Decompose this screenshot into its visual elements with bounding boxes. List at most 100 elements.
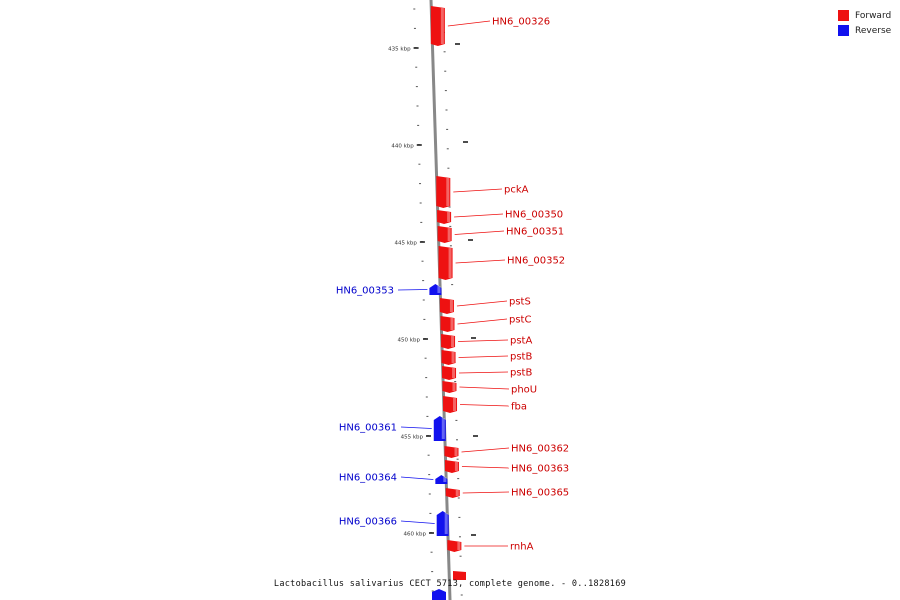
gene-shading <box>454 448 458 456</box>
gene-shape[interactable] <box>437 210 452 224</box>
legend-label-forward: Forward <box>855 10 892 21</box>
gene-shape[interactable] <box>436 511 449 536</box>
gene-shading <box>441 418 445 439</box>
gene-leader-line <box>400 476 434 480</box>
gene-shading <box>452 368 456 378</box>
legend-label-reverse: Reverse <box>855 25 892 36</box>
gene-shading <box>443 477 447 482</box>
gene-label[interactable]: pstS <box>509 297 531 308</box>
legend-item-reverse: Reverse <box>838 23 900 38</box>
gene-shape[interactable] <box>440 316 455 332</box>
ruler-tick-label: 455 kbp <box>401 435 424 441</box>
gene-label[interactable]: fba <box>511 402 527 413</box>
reverse-swatch <box>838 25 849 36</box>
gene-rnha[interactable]: rnhA <box>447 540 534 553</box>
gene-shading <box>452 383 456 391</box>
gene-label[interactable]: HN6_00362 <box>511 444 569 455</box>
gene-label[interactable]: HN6_00352 <box>507 256 565 267</box>
ruler-tick: 440 kbp <box>391 144 422 150</box>
ruler-tick-label: 440 kbp <box>391 144 414 150</box>
gene-shape[interactable] <box>430 6 445 46</box>
gene-shape[interactable] <box>444 460 459 473</box>
gene-label[interactable]: pckA <box>504 185 529 196</box>
gene-leader-line <box>400 520 435 524</box>
gene-shading <box>446 178 450 206</box>
gene-label[interactable]: HN6_00326 <box>492 17 550 28</box>
gene-pcka[interactable]: pckA <box>436 176 529 208</box>
gene-hn6-00351[interactable]: HN6_00351 <box>437 226 565 243</box>
gene-shading <box>440 8 444 44</box>
gene-label[interactable]: HN6_00363 <box>511 464 569 475</box>
gene-label[interactable]: HN6_00366 <box>339 517 397 528</box>
gene-hn6-00362[interactable]: HN6_00362 <box>444 444 569 459</box>
gene-pstb[interactable]: pstB <box>442 366 532 380</box>
gene-label[interactable]: rnhA <box>510 542 534 553</box>
gene-shading <box>437 286 441 293</box>
gene-shape[interactable] <box>444 446 459 458</box>
gene-shape[interactable] <box>442 366 457 380</box>
gene-pstb[interactable]: pstB <box>441 350 533 365</box>
gene-hn6-00352[interactable]: HN6_00352 <box>438 246 566 280</box>
gene-shape[interactable] <box>442 381 457 393</box>
gene-shape[interactable] <box>441 334 456 349</box>
gene-shape[interactable] <box>443 396 458 413</box>
gene-hn6-00364[interactable]: HN6_00364 <box>339 473 448 485</box>
gene-shading <box>444 513 448 534</box>
gene-hn6-00350[interactable]: HN6_00350 <box>437 210 563 225</box>
gene-shape[interactable] <box>436 176 451 208</box>
forward-swatch <box>838 10 849 21</box>
gene-leader-line <box>459 386 510 390</box>
gene-pstc[interactable]: pstC <box>440 315 532 333</box>
gene-shading <box>455 490 459 496</box>
gene-label[interactable]: pstB <box>510 368 532 379</box>
gene-shading <box>447 228 451 241</box>
ruler-tick: 445 kbp <box>394 241 425 247</box>
gene-hn6-00326[interactable]: HN6_00326 <box>430 6 550 46</box>
gene-partial-reverse <box>432 589 446 600</box>
gene-shape[interactable] <box>447 540 462 552</box>
gene-shape[interactable] <box>429 284 442 295</box>
gene-hn6-00353[interactable]: HN6_00353 <box>336 284 442 297</box>
gene-leader-line <box>462 491 510 494</box>
gene-label[interactable]: HN6_00365 <box>511 488 569 499</box>
gene-shape[interactable] <box>433 416 446 441</box>
gene-shading <box>454 462 458 471</box>
gene-hn6-00366[interactable]: HN6_00366 <box>339 511 449 536</box>
gene-features: HN6_00326 pckA HN6_00350 HN6_00351 HN6_00352… <box>336 6 569 600</box>
gene-shape[interactable] <box>445 488 460 498</box>
gene-shape[interactable] <box>438 246 453 280</box>
gene-psts[interactable]: pstS <box>439 297 531 315</box>
gene-label[interactable]: HN6_00361 <box>339 423 397 434</box>
ruler-tick-label: 450 kbp <box>398 338 421 344</box>
gene-leader-line <box>453 188 503 193</box>
ruler-tick: 435 kbp <box>388 47 419 53</box>
gene-label[interactable]: HN6_00351 <box>506 227 564 238</box>
gene-hn6-00363[interactable]: HN6_00363 <box>444 460 569 475</box>
gene-leader-line <box>461 447 510 453</box>
gene-shading <box>451 352 455 363</box>
ruler-tick: 450 kbp <box>398 338 428 344</box>
gene-shape[interactable] <box>435 475 448 484</box>
gene-label[interactable]: HN6_00353 <box>336 286 394 297</box>
gene-shape[interactable] <box>439 298 454 314</box>
gene-phou[interactable]: phoU <box>442 381 537 396</box>
gene-hn6-00365[interactable]: HN6_00365 <box>445 488 569 499</box>
gene-leader-line <box>459 371 509 374</box>
gene-label[interactable]: pstC <box>509 315 531 326</box>
gene-label[interactable]: pstA <box>510 336 532 347</box>
gene-shading <box>457 542 461 550</box>
ruler-tick-label: 445 kbp <box>394 241 417 247</box>
gene-shape[interactable] <box>441 350 456 365</box>
gene-label[interactable]: HN6_00350 <box>505 210 563 221</box>
ruler-tick: 460 kbp <box>404 532 434 538</box>
legend-item-forward: Forward <box>838 8 900 23</box>
gene-hn6-00361[interactable]: HN6_00361 <box>339 416 446 441</box>
gene-fba[interactable]: fba <box>443 396 527 413</box>
gene-label[interactable]: phoU <box>511 385 537 396</box>
gene-label[interactable]: pstB <box>510 352 532 363</box>
gene-shape[interactable] <box>437 226 452 243</box>
gene-psta[interactable]: pstA <box>441 334 532 349</box>
gene-shading <box>447 212 451 222</box>
gene-leader-line <box>458 339 509 342</box>
gene-label[interactable]: HN6_00364 <box>339 473 397 484</box>
